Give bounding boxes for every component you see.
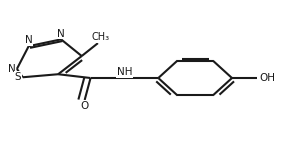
Text: S: S [15, 72, 21, 82]
Text: OH: OH [259, 73, 275, 83]
Text: O: O [81, 101, 89, 111]
Text: NH: NH [117, 67, 132, 77]
Text: N: N [8, 64, 15, 74]
Text: N: N [57, 29, 65, 39]
Text: N: N [25, 35, 33, 45]
Text: CH₃: CH₃ [92, 32, 110, 42]
